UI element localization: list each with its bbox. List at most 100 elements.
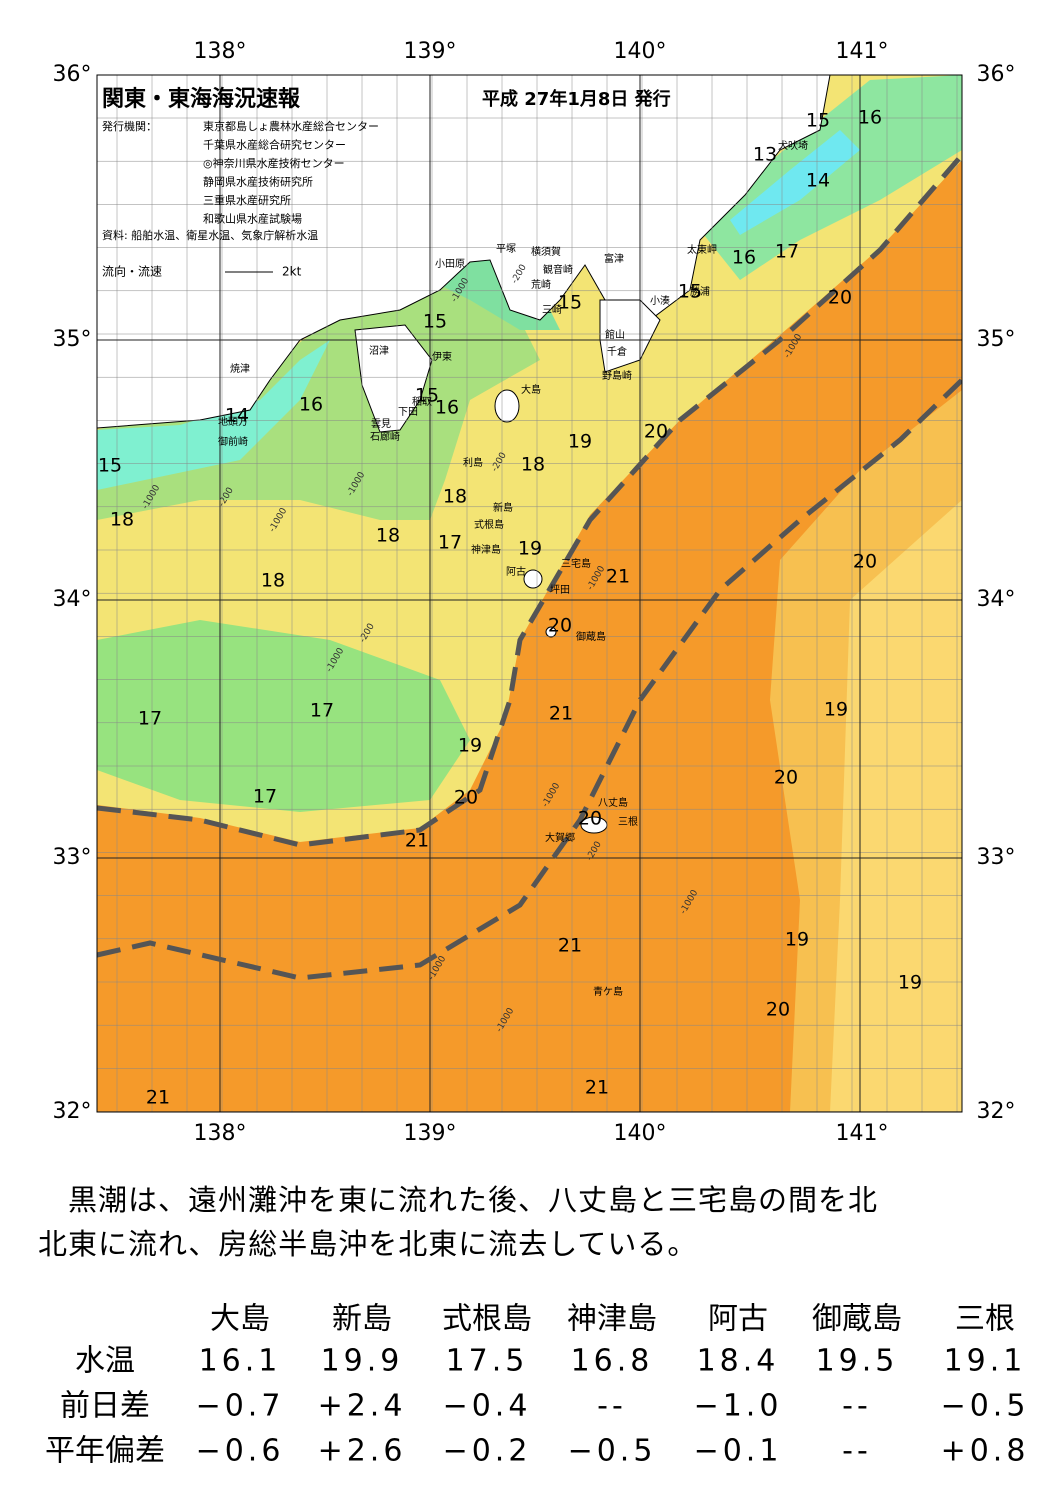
temperature-label: 16 <box>435 397 459 419</box>
table-cell: -- <box>597 1389 627 1424</box>
table-cell: −0.4 <box>443 1389 532 1424</box>
temperature-label: 21 <box>606 566 630 588</box>
table-cell: 19.1 <box>944 1344 1027 1379</box>
table-cell: +0.8 <box>941 1434 1030 1469</box>
temperature-label: 18 <box>443 486 467 508</box>
map-title: 関東・東海海況速報 <box>102 86 301 112</box>
legend-scale: 2kt <box>282 265 302 279</box>
issuer: 千葉県水産総合研究センター <box>203 138 346 152</box>
lat-label: 36° <box>53 62 92 87</box>
issuer: 東京都島しょ農林水産総合センター <box>203 119 379 133</box>
sea-cold <box>700 75 962 280</box>
temperature-label: 15 <box>558 292 582 314</box>
temperature-label: 15 <box>415 385 439 407</box>
lat-label: 34° <box>977 587 1016 612</box>
temperature-label: 20 <box>766 999 790 1021</box>
temperature-label: 20 <box>548 615 572 637</box>
place-name: 地頭方 <box>218 415 248 428</box>
lat-label: 36° <box>977 62 1016 87</box>
temperature-label: 14 <box>225 405 249 427</box>
table-cell: −0.5 <box>941 1389 1030 1424</box>
lon-label: 141° <box>836 39 889 64</box>
temperature-label: 14 <box>806 170 830 192</box>
place-name: 阿古 <box>506 565 526 578</box>
lat-label: 35° <box>53 327 92 352</box>
sea-cool <box>97 620 470 812</box>
table-cell: −1.0 <box>694 1389 783 1424</box>
issue-date: 平成 27年1月8日 発行 <box>482 88 671 110</box>
place-name: 犬吠埼 <box>778 139 808 152</box>
temperature-label: 16 <box>732 247 756 269</box>
lon-label: 140° <box>614 39 667 64</box>
place-name: 館山 <box>605 328 625 341</box>
temperature-label: 20 <box>774 767 798 789</box>
place-name: 八丈島 <box>598 796 628 809</box>
temperature-label: 21 <box>405 830 429 852</box>
place-name: 太東岬 <box>687 243 717 256</box>
temperature-label: 20 <box>454 787 478 809</box>
place-name: 利島 <box>463 456 483 469</box>
place-name: 勝浦 <box>690 285 710 298</box>
column-header: 大島 <box>210 1302 270 1337</box>
temperature-label: 15 <box>423 311 447 333</box>
place-name: 下田 <box>398 407 418 418</box>
place-name: 御前崎 <box>218 435 248 448</box>
sea-east <box>830 500 962 1112</box>
temperature-label: 13 <box>753 144 777 166</box>
table-cell: 16.1 <box>199 1344 282 1379</box>
column-header: 御蔵島 <box>812 1302 902 1337</box>
temperature-label: 20 <box>644 421 668 443</box>
place-name: 沼津 <box>369 344 389 357</box>
place-name: 三根 <box>618 815 638 828</box>
temperature-label: 21 <box>585 1077 609 1099</box>
table-cell: -- <box>842 1389 872 1424</box>
table-cell: +2.4 <box>318 1389 407 1424</box>
table-cell: -- <box>842 1434 872 1469</box>
lat-label: 32° <box>53 1099 92 1124</box>
place-name: 平塚 <box>496 243 516 255</box>
temperature-label: 17 <box>310 700 334 722</box>
row-label: 平年偏差 <box>45 1434 165 1469</box>
lon-label: 138° <box>194 1121 247 1146</box>
place-name: 伊東 <box>432 350 452 363</box>
land <box>354 324 433 433</box>
temperature-label: 20 <box>828 287 852 309</box>
temperature-label: 15 <box>678 281 702 303</box>
temperature-label: 15 <box>806 110 830 132</box>
map-frame <box>96 74 963 1113</box>
place-name: 小湊 <box>650 294 670 307</box>
place-name: 青ケ島 <box>593 985 623 998</box>
issuer: ◎神奈川県水産技術センター <box>203 156 345 170</box>
temperature-label: 19 <box>568 431 592 453</box>
place-name: 大島 <box>521 383 541 396</box>
island <box>545 626 557 638</box>
grid <box>97 75 962 1112</box>
source: 資料: 船舶水温、衛星水温、気象庁解析水温 <box>102 228 318 242</box>
lon-label: 139° <box>404 39 457 64</box>
row-label: 水温 <box>75 1344 135 1379</box>
table-cell: −0.2 <box>443 1434 532 1469</box>
place-name: 新島 <box>493 501 513 514</box>
island <box>523 569 543 589</box>
temperature-label: 18 <box>110 509 134 531</box>
table-cell: −0.6 <box>196 1434 285 1469</box>
island <box>494 389 520 423</box>
temperature-label: 20 <box>853 551 877 573</box>
temperature-label: 19 <box>785 929 809 951</box>
place-name: 三崎 <box>542 303 562 316</box>
table-cell: 17.5 <box>446 1344 529 1379</box>
place-name: 稲取 <box>412 396 432 408</box>
summary-line: 北東に流れ、房総半島沖を北東に流去している。 <box>38 1227 697 1261</box>
place-name: 大賀郷 <box>545 831 575 844</box>
summary-line: 黒潮は、遠州灘沖を東に流れた後、八丈島と三宅島の間を北 <box>68 1183 878 1217</box>
temperature-label: 18 <box>521 454 545 476</box>
table-cell: −0.1 <box>694 1434 783 1469</box>
place-name: 小田原 <box>435 258 465 270</box>
place-name: 焼津 <box>230 363 250 375</box>
column-header: 三根 <box>955 1302 1015 1337</box>
place-name: 野島崎 <box>602 369 632 382</box>
